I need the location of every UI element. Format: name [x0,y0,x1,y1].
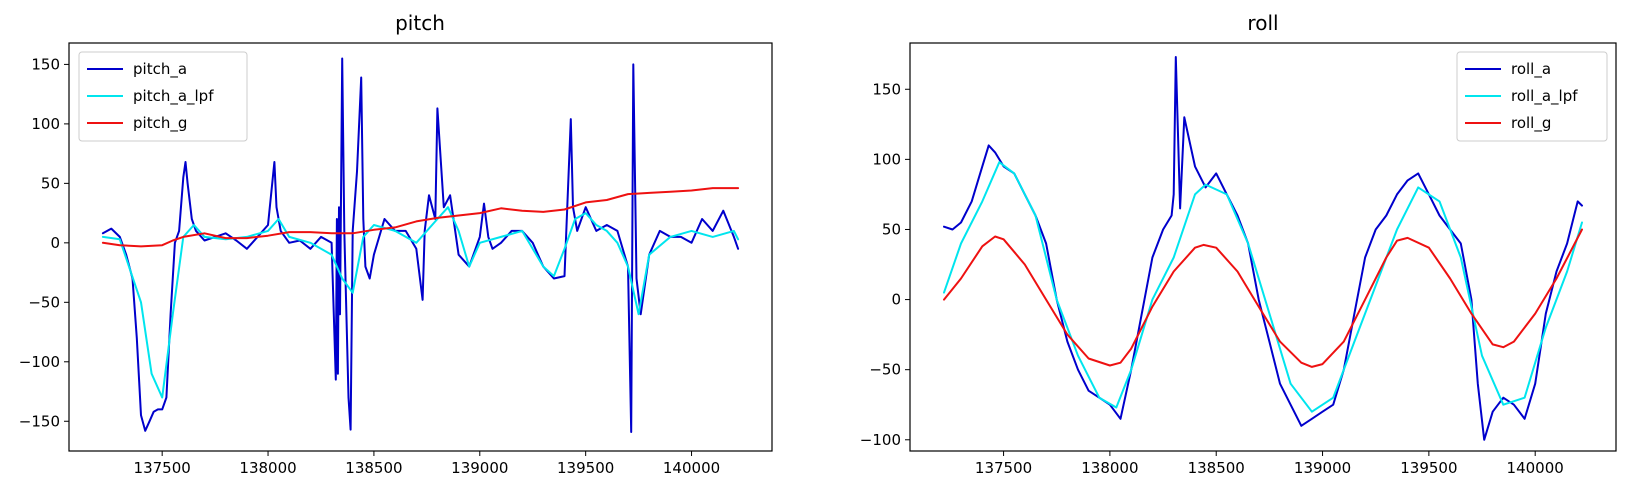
roll-chart: roll 137500 138000 138500 139000 139500 14000… [860,11,1617,477]
roll-legend: roll_a roll_a_lpf roll_g [1456,51,1608,142]
roll-legend-label-roll_a: roll_a [1511,60,1551,79]
pitch-x-tick-label: 138500 [345,459,402,477]
pitch-axes-frame [68,42,773,452]
roll-x-tick-label: 139500 [1400,459,1457,477]
pitch-x-tick-label: 138000 [239,459,296,477]
pitch-y-tick-label: −100 [19,353,60,371]
roll-plot-area [943,56,1583,441]
pitch-series-pitch_g [101,187,740,248]
roll-y-tick-label: −50 [869,361,901,379]
pitch-series-pitch_a [101,57,740,433]
pitch-y-tick-label: 150 [31,55,60,73]
roll-y-tick-label: −100 [860,431,901,449]
roll-ticks: 137500 138000 138500 139000 139500 140000 −100… [860,80,1564,477]
pitch-legend-label-pitch_g: pitch_g [133,114,187,133]
pitch-y-tick-label: 50 [41,174,60,192]
pitch-ticks: 137500 138000 138500 139000 139500 140000 −150… [19,55,720,477]
roll-x-tick-label: 139000 [1294,459,1351,477]
roll-series-roll_a_lpf [943,161,1583,413]
pitch-chart-title: pitch [395,11,445,35]
pitch-x-tick-label: 137500 [134,459,191,477]
pitch-plot-area [101,57,740,433]
roll-x-tick-label: 137500 [975,459,1032,477]
roll-legend-box [1456,51,1608,142]
pitch-x-tick-label: 140000 [663,459,720,477]
roll-legend-label-roll_g: roll_g [1511,114,1551,133]
pitch-y-tick-label: −150 [19,412,60,430]
pitch-x-tick-label: 139500 [557,459,614,477]
roll-series-roll_g [943,228,1583,368]
pitch-legend-label-pitch_a_lpf: pitch_a_lpf [133,87,214,106]
pitch-y-tick-label: −50 [28,293,60,311]
roll-y-tick-label: 50 [882,220,901,238]
pitch-legend-box [78,51,248,142]
roll-y-tick-label: 150 [872,80,901,98]
roll-x-tick-label: 140000 [1507,459,1564,477]
pitch-y-tick-label: 0 [50,234,60,252]
pitch-legend-label-pitch_a: pitch_a [133,60,187,79]
pitch-x-tick-label: 139000 [451,459,508,477]
roll-chart-title: roll [1247,11,1278,35]
pitch-y-tick-label: 100 [31,115,60,133]
pitch-series-pitch_a_lpf [101,206,740,399]
roll-axes-frame [909,42,1617,452]
roll-x-tick-label: 138500 [1188,459,1245,477]
pitch-chart: pitch 137500 138000 138500 139000 139500 1400… [19,11,773,477]
pitch-legend: pitch_a pitch_a_lpf pitch_g [78,51,248,142]
roll-y-tick-label: 100 [872,150,901,168]
roll-legend-label-roll_a_lpf: roll_a_lpf [1511,87,1578,106]
roll-x-tick-label: 138000 [1081,459,1138,477]
roll-y-tick-label: 0 [891,291,901,309]
